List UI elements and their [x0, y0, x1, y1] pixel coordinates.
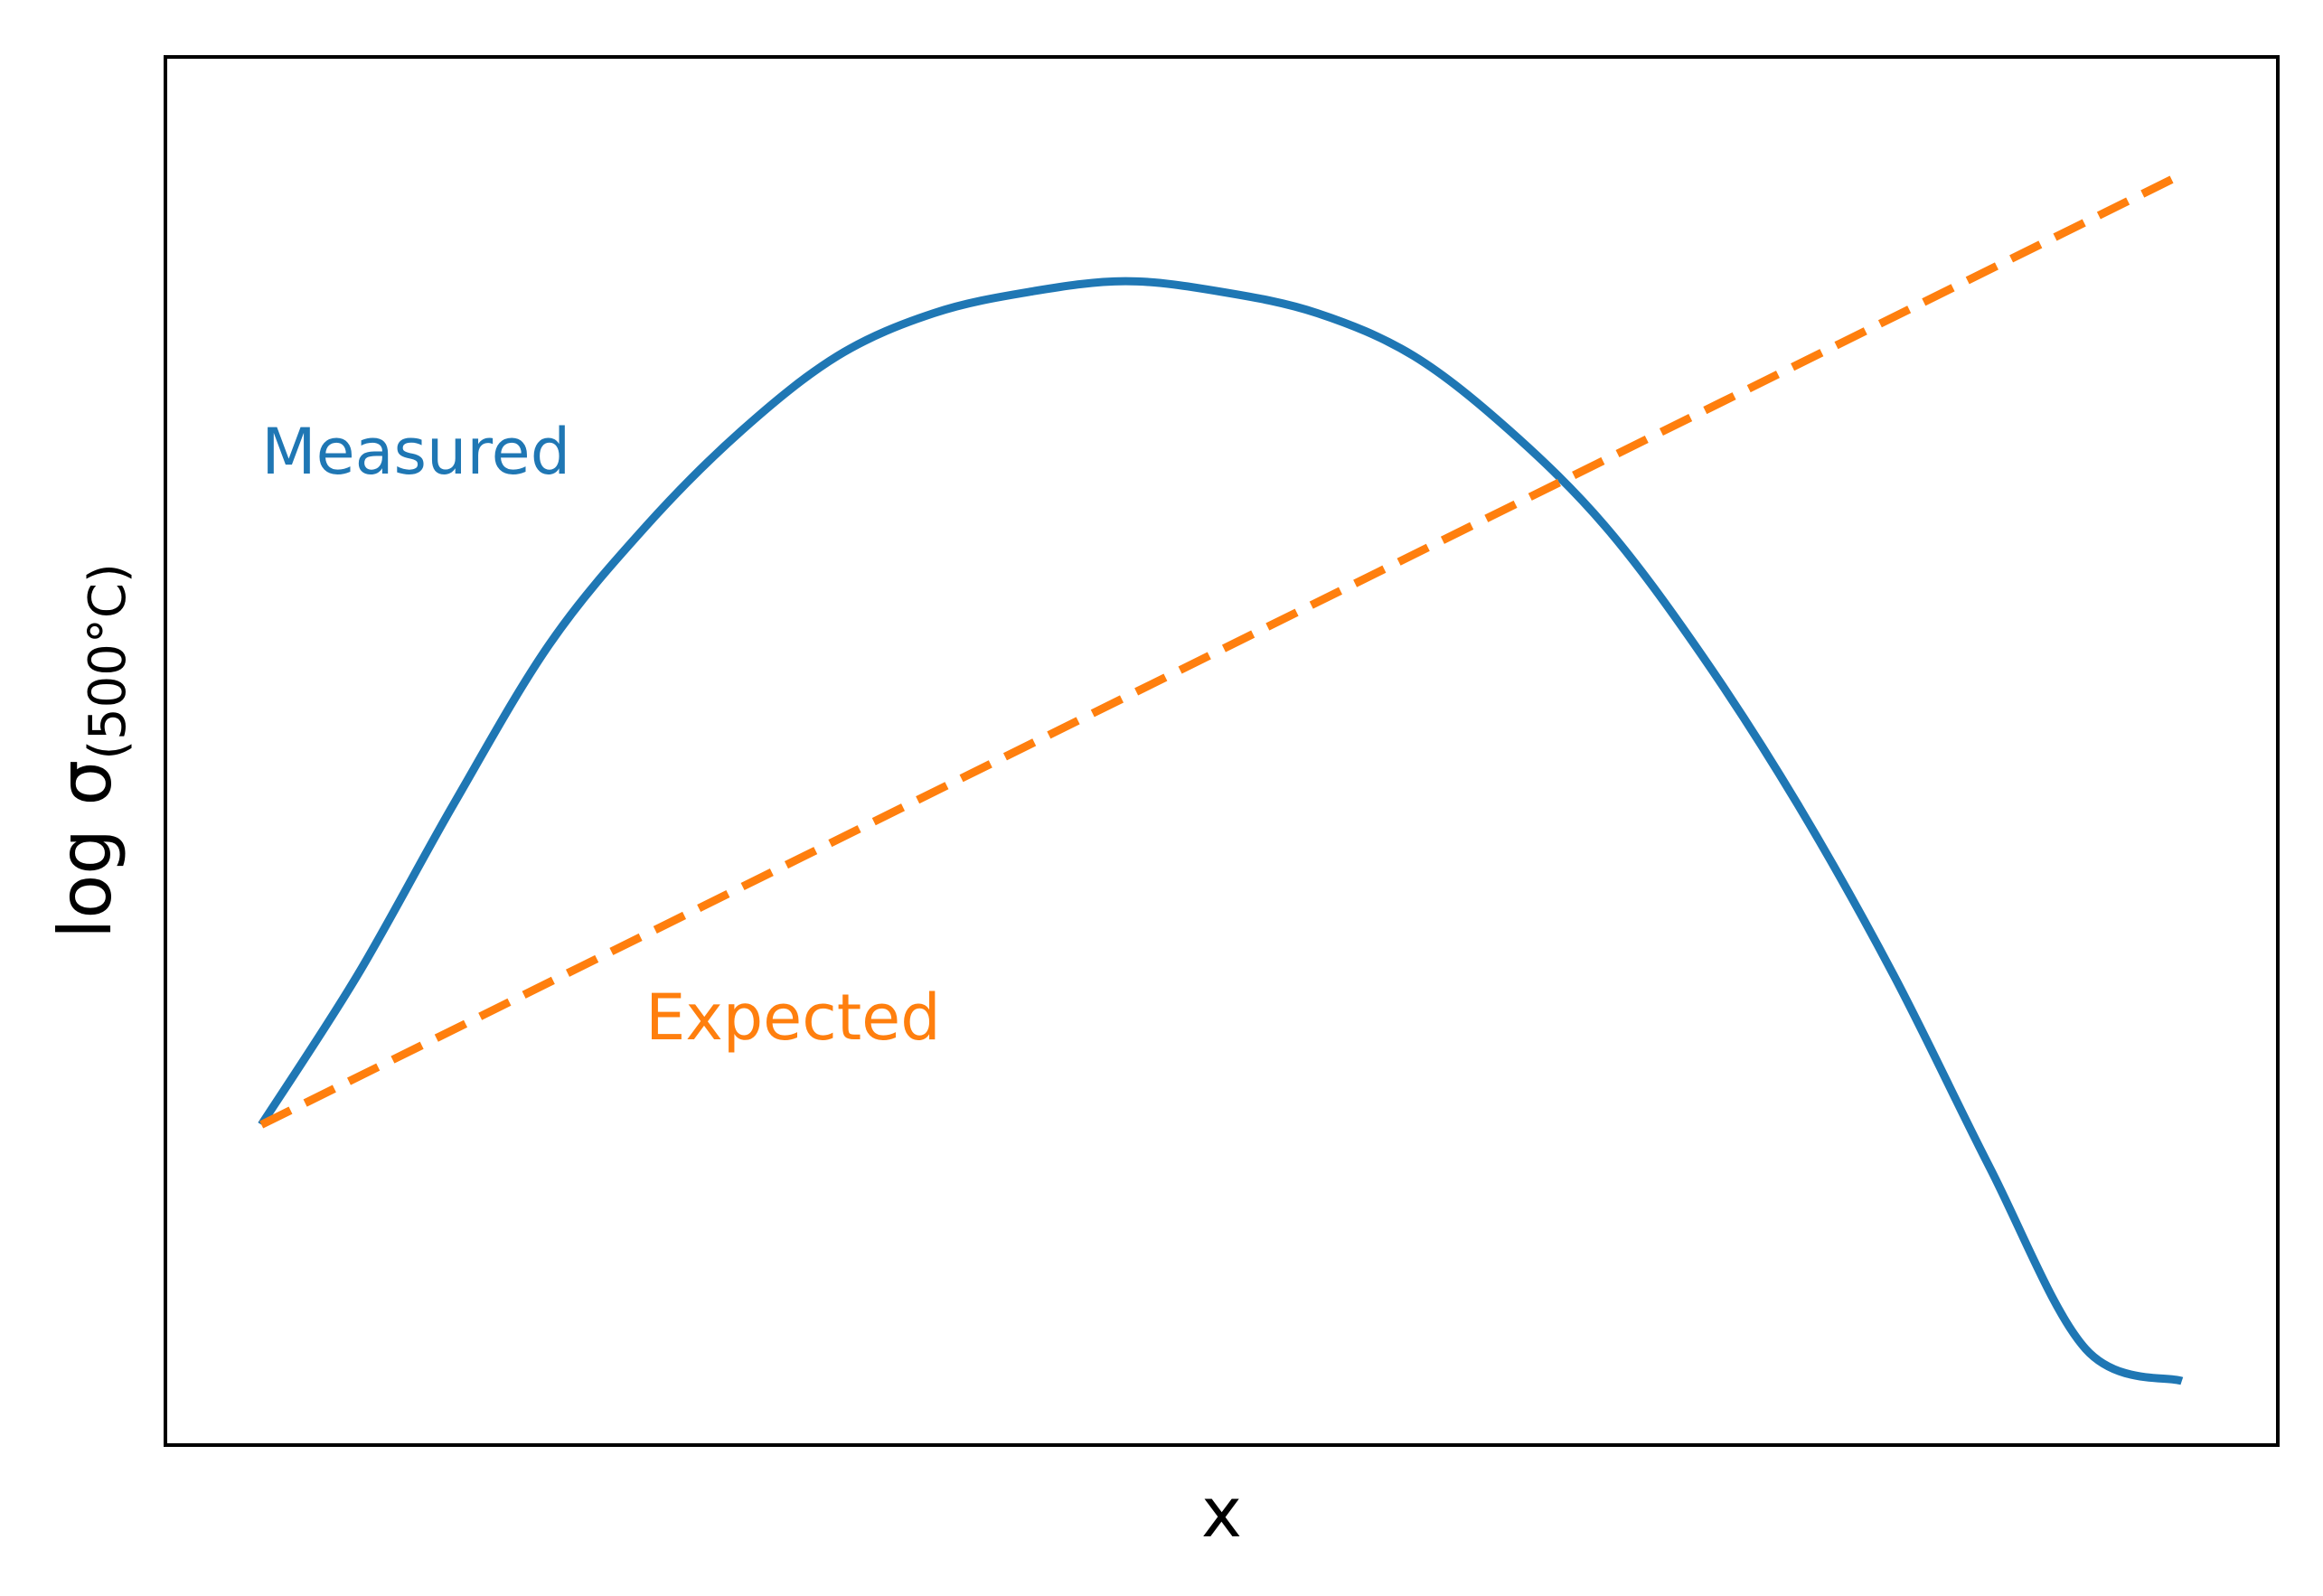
chart-labels: Measured Expected x log σ(500°C): [43, 415, 1242, 1553]
annotation-measured: Measured: [261, 415, 570, 489]
x-axis-label: x: [1201, 1472, 1242, 1553]
series-line-expected: [259, 170, 2184, 1129]
annotation-expected: Expected: [645, 981, 941, 1055]
plot-area: [258, 170, 2184, 1385]
series-line-measured: [258, 277, 2184, 1385]
axes-frame: [164, 55, 2280, 1447]
y-axis-label: log σ(500°C): [43, 563, 137, 939]
